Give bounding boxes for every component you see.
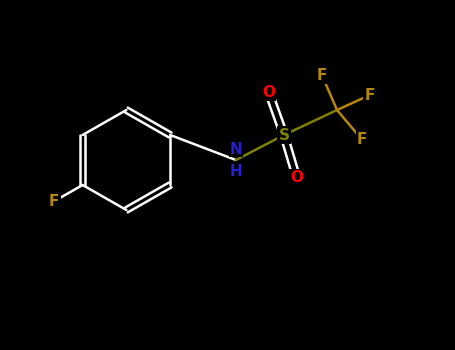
Text: S: S: [278, 127, 289, 142]
Text: O: O: [290, 170, 303, 185]
Text: N: N: [229, 141, 242, 156]
Text: H: H: [229, 163, 242, 178]
Text: F: F: [364, 88, 375, 103]
Text: F: F: [317, 68, 327, 83]
Text: F: F: [49, 194, 59, 209]
Text: O: O: [262, 85, 275, 100]
Text: F: F: [357, 133, 368, 147]
